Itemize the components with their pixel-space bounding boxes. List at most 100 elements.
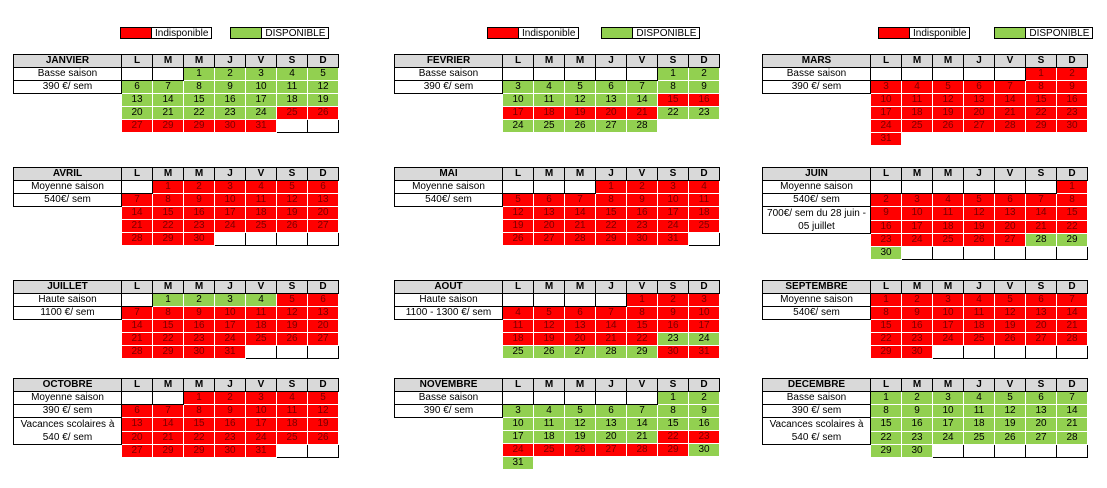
weekday-header: S [1025, 280, 1057, 294]
month-name: FEVRIER [394, 54, 503, 68]
week-row: 29 30 [763, 444, 1088, 458]
day-unavailable: 1 [152, 180, 184, 194]
week-row: 20 21 22 23 24 25 26 [14, 106, 339, 120]
empty-day-cell [245, 232, 277, 246]
day-unavailable: 9 [183, 193, 215, 207]
day-unavailable: 14 [1025, 206, 1057, 221]
day-available: 18 [533, 430, 565, 444]
weekday-header: M [183, 378, 215, 392]
weekday-header: L [870, 167, 902, 181]
day-unavailable: 22 [595, 219, 627, 233]
weekday-header: D [688, 167, 720, 181]
day-available: 30 [870, 246, 902, 260]
day-unavailable: 20 [533, 219, 565, 233]
day-unavailable: 2 [214, 391, 246, 405]
weekday-header: L [502, 378, 534, 392]
day-unavailable: 15 [152, 319, 184, 333]
empty-day-cell [994, 67, 1026, 81]
day-unavailable: 20 [595, 106, 627, 120]
day-unavailable: 22 [152, 332, 184, 346]
day-available: 7 [152, 80, 184, 94]
day-available: 11 [276, 80, 308, 94]
legend: Indisponible DISPONIBLE [120, 26, 330, 40]
day-available: 1 [152, 293, 184, 307]
weekday-header: L [121, 280, 153, 294]
season-info: 700€/ sem du 28 juin - 05 juillet [762, 206, 871, 234]
day-available: 3 [245, 67, 277, 81]
day-unavailable: 4 [688, 180, 720, 194]
spacer [763, 333, 871, 346]
week-row: Basse saison 1 2 [762, 67, 1088, 81]
weekday-header: L [121, 54, 153, 68]
empty-day-cell [994, 345, 1026, 359]
spacer [395, 233, 503, 246]
weekday-header: M [932, 167, 964, 181]
empty-day-cell [1025, 444, 1057, 458]
day-unavailable: 30 [626, 232, 658, 246]
day-unavailable: 3 [245, 391, 277, 405]
day-available: 18 [276, 93, 308, 107]
season-info: Moyenne saison [13, 180, 122, 194]
weekday-header: S [1025, 378, 1057, 392]
weekday-header: M [533, 167, 565, 181]
week-row: 22 23 24 25 26 27 28 [763, 430, 1088, 445]
day-unavailable: 22 [183, 430, 215, 445]
day-available: 14 [626, 417, 658, 431]
weekday-header: J [214, 167, 246, 181]
day-available: 6 [595, 80, 627, 94]
day-unavailable: 6 [307, 180, 339, 194]
day-unavailable: 15 [626, 319, 658, 333]
empty-cell [933, 133, 964, 146]
day-available: 12 [994, 404, 1026, 418]
day-unavailable: 16 [626, 206, 658, 220]
day-unavailable: 12 [276, 306, 308, 320]
day-unavailable: 19 [276, 206, 308, 220]
week-row: 17 18 19 20 21 22 23 [395, 430, 720, 444]
empty-day-cell [901, 67, 933, 81]
empty-day-cell [502, 180, 534, 194]
weekday-header: S [276, 167, 308, 181]
day-unavailable: 4 [932, 193, 964, 207]
day-unavailable: 4 [245, 180, 277, 194]
day-unavailable: 11 [901, 93, 933, 107]
day-unavailable: 14 [564, 206, 596, 220]
day-available: 21 [626, 430, 658, 444]
day-unavailable: 18 [245, 319, 277, 333]
available-swatch [230, 27, 263, 39]
day-unavailable: 24 [901, 233, 933, 247]
weekday-header: S [276, 54, 308, 68]
weekday-header: L [870, 54, 902, 68]
week-row: Moyenne saison 1 [762, 180, 1088, 194]
day-available: 17 [932, 417, 964, 432]
weekday-header: L [870, 378, 902, 392]
empty-cell [1026, 133, 1057, 146]
day-unavailable: 20 [564, 332, 596, 346]
day-available: 18 [963, 417, 995, 432]
month-table: NOVEMBRE L M M J V S D Basse saison 1 2 390 €/ sem 3… [394, 378, 720, 470]
spacer [395, 120, 503, 133]
day-unavailable: 9 [901, 306, 933, 320]
spacer [14, 220, 122, 233]
week-row: 29 30 [763, 345, 1088, 359]
week-row: 22 23 24 25 26 27 28 [763, 332, 1088, 346]
day-unavailable: 4 [276, 391, 308, 405]
weekday-header: M [152, 167, 184, 181]
day-unavailable: 1 [870, 293, 902, 307]
day-available: 10 [502, 417, 534, 431]
empty-day-cell [276, 444, 308, 458]
day-available: 20 [121, 106, 153, 120]
season-info: 540€/ sem [394, 193, 503, 207]
day-unavailable: 23 [626, 219, 658, 233]
day-unavailable: 18 [276, 417, 308, 432]
weekday-header: S [657, 280, 689, 294]
empty-day-cell [932, 180, 964, 194]
day-unavailable: 25 [276, 106, 308, 120]
weekday-header: M [564, 280, 596, 294]
weekday-header: M [152, 378, 184, 392]
week-row: 390 €/ sem 3 4 5 6 7 8 9 [762, 80, 1088, 94]
empty-day-cell [564, 67, 596, 81]
weekday-header: J [214, 378, 246, 392]
spacer [763, 94, 871, 107]
empty-day-cell [963, 246, 995, 260]
legend-unavailable-label: Indisponible [519, 27, 580, 39]
